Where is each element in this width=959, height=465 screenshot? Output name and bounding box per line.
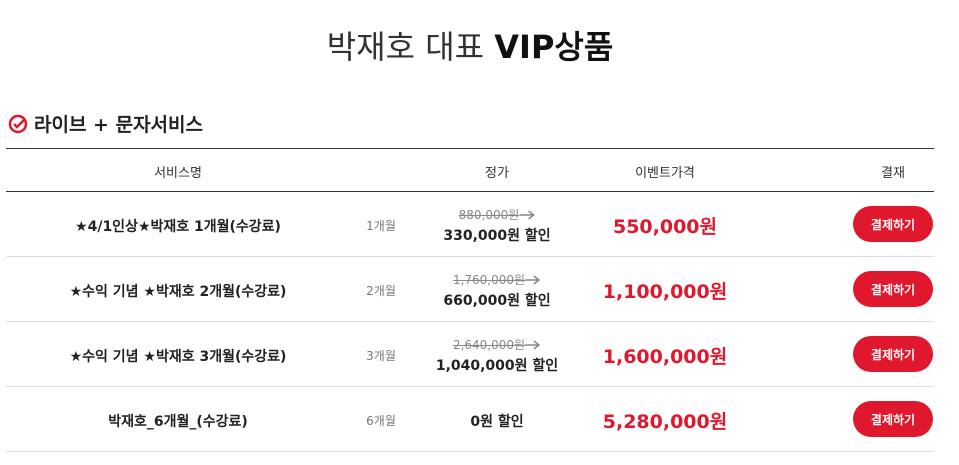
discount: 1,040,000원 할인: [435, 358, 559, 374]
period: 1개월: [366, 219, 396, 233]
arrow: [525, 274, 541, 285]
original-price: 2,640,000원: [453, 336, 541, 353]
title-bold: VIP상품: [494, 28, 614, 66]
original-price: 1,760,000원: [453, 271, 541, 288]
table-row: ★수익 기념 ★박재호 2개월(수강료) 2개월 1,760,000원 660,000…: [6, 257, 934, 322]
event-price: 550,000원: [612, 216, 718, 238]
period: 3개월: [366, 349, 396, 363]
service-name: ★4/1인상★박재호 1개월(수강료): [75, 219, 281, 235]
title-light: 박재호 대표: [326, 28, 485, 66]
arrow: [525, 339, 541, 350]
event-price: 1,600,000원: [602, 346, 728, 368]
table-header: 서비스명 정가 이벤트가격 결재: [6, 148, 934, 192]
original-price-text: 1,760,000원: [452, 273, 526, 287]
original-price: 880,000원: [459, 206, 536, 223]
discount: 660,000원 할인: [443, 293, 551, 309]
arrow: [519, 209, 535, 220]
service-name: 박재호_6개월_(수강료): [108, 414, 248, 430]
section-title: 라이브 + 문자서비스: [34, 114, 203, 136]
col-price: 정가: [485, 166, 509, 181]
original-price-text: 2,640,000원: [452, 338, 526, 352]
col-name: 서비스명: [154, 166, 202, 181]
event-price: 5,280,000원: [602, 411, 728, 433]
period: 6개월: [366, 414, 396, 428]
section-heading: 라이브 + 문자서비스: [8, 110, 203, 137]
discount: 0원 할인: [470, 414, 524, 430]
col-pay: 결재: [881, 166, 905, 181]
discount: 330,000원 할인: [443, 228, 551, 244]
original-price-text: 880,000원: [458, 208, 520, 222]
page-title: 박재호 대표 VIP상품: [0, 22, 940, 68]
table-row: ★4/1인상★박재호 1개월(수강료) 1개월 880,000원 330,000원 할…: [6, 192, 934, 257]
period: 2개월: [366, 284, 396, 298]
service-name: ★수익 기념 ★박재호 3개월(수강료): [69, 349, 287, 365]
col-event: 이벤트가격: [635, 166, 695, 181]
event-price: 1,100,000원: [602, 281, 728, 303]
pay-button[interactable]: 결제하기: [853, 401, 933, 437]
table-row: ★수익 기념 ★박재호 3개월(수강료) 3개월 2,640,000원 1,040,0…: [6, 322, 934, 387]
pay-button[interactable]: 결제하기: [853, 206, 933, 242]
pay-button[interactable]: 결제하기: [853, 336, 933, 372]
table-row: 박재호_6개월_(수강료) 6개월 0원 할인 5,280,000원 결제하기: [6, 387, 934, 452]
check-icon: [8, 114, 28, 133]
service-name: ★수익 기념 ★박재호 2개월(수강료): [69, 284, 287, 300]
pay-button[interactable]: 결제하기: [853, 271, 933, 307]
